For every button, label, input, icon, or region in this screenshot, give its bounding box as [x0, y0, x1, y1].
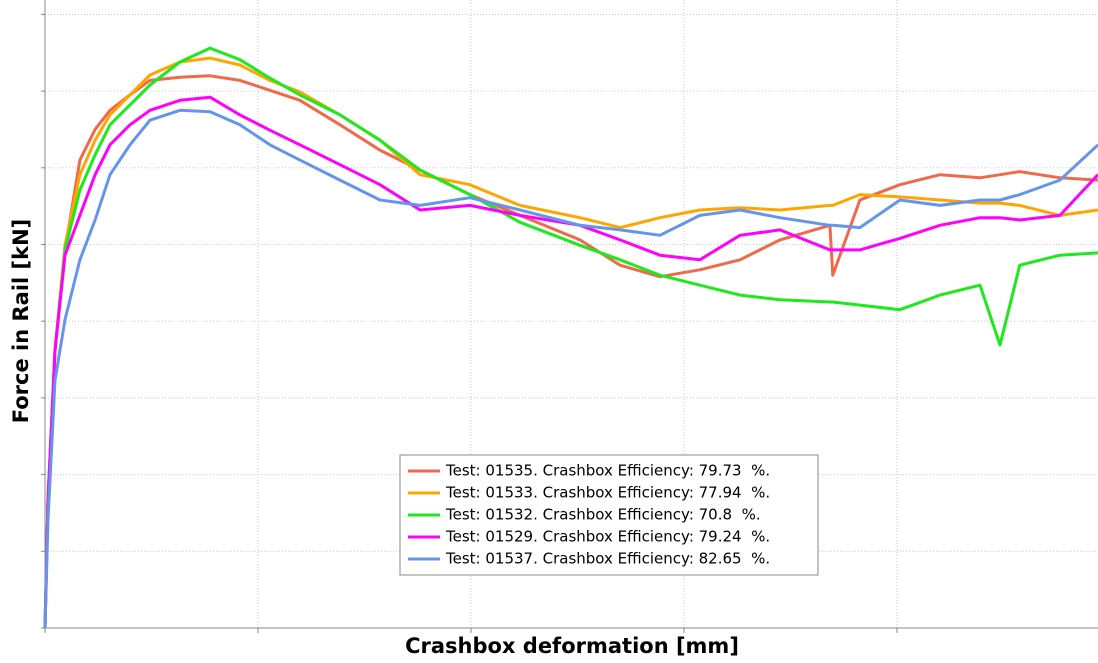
- legend: Test: 01535. Crashbox Efficiency: 79.73 …: [399, 454, 819, 576]
- series-line: [43, 46, 1098, 629]
- x-axis-label: Crashbox deformation [mm]: [405, 634, 739, 658]
- legend-label: Test: 01533. Crashbox Efficiency: 77.94 …: [445, 484, 770, 502]
- series-line: [43, 108, 1098, 629]
- series-line: [43, 56, 1098, 629]
- legend-label: Test: 01529. Crashbox Efficiency: 79.24 …: [445, 528, 770, 546]
- series-line: [43, 95, 1098, 629]
- y-axis-label: Force in Rail [kN]: [9, 219, 33, 424]
- legend-label: Test: 01532. Crashbox Efficiency: 70.8 %…: [445, 506, 761, 524]
- legend-label: Test: 01537. Crashbox Efficiency: 82.65 …: [445, 550, 770, 568]
- legend-label: Test: 01535. Crashbox Efficiency: 79.73 …: [445, 462, 770, 480]
- legend-box: [399, 454, 819, 576]
